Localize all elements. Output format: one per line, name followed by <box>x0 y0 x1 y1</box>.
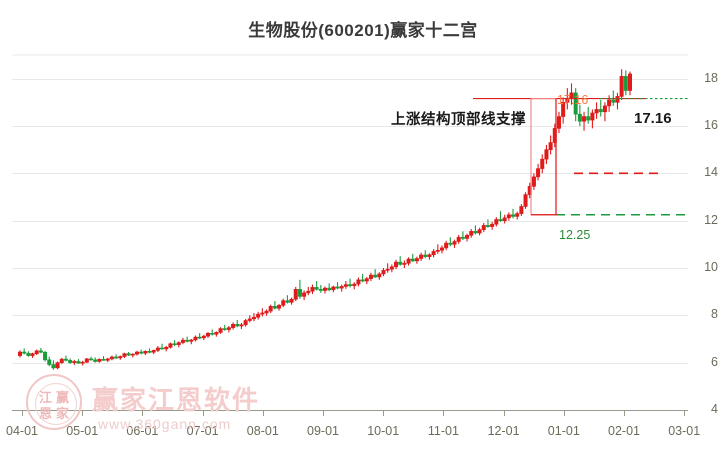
x-axis-tick-label: 05-01 <box>66 424 99 438</box>
y-axis-tick-label: 8 <box>711 307 718 322</box>
x-axis-tick-label: 01-01 <box>547 424 580 438</box>
y-axis-tick-label: 12 <box>704 212 718 227</box>
x-axis-tick-label: 02-01 <box>608 424 640 438</box>
x-axis-tick-label: 10-01 <box>367 424 400 438</box>
x-axis-tick-label: 11-01 <box>427 424 459 438</box>
x-axis-tick-label: 07-01 <box>186 424 219 438</box>
upper-level-price-label: 17.16 <box>557 93 589 107</box>
y-axis-tick-label: 6 <box>711 354 718 369</box>
support-annotation-label: 上涨结构顶部线支撑 <box>391 112 526 128</box>
y-axis-tick-label: 18 <box>704 70 718 85</box>
x-axis-tick-label: 08-01 <box>246 424 279 438</box>
current-price-label: 17.16 <box>634 110 672 127</box>
y-axis-tick-label: 14 <box>704 165 718 180</box>
page-title: 生物股份(600201)赢家十二宫 <box>248 21 478 40</box>
y-axis-tick-label: 4 <box>711 402 718 416</box>
x-axis-tick-label: 03-01 <box>668 424 701 438</box>
x-axis-tick-label: 04-01 <box>6 424 38 438</box>
x-axis-tick-label: 06-01 <box>126 424 159 438</box>
x-axis-tick-label: 12-01 <box>487 424 520 438</box>
x-axis-tick-label: 09-01 <box>307 424 339 438</box>
lower-level-price-label: 12.25 <box>559 228 591 242</box>
y-axis-tick-label: 10 <box>704 260 718 274</box>
y-axis-tick-label: 16 <box>704 118 718 132</box>
